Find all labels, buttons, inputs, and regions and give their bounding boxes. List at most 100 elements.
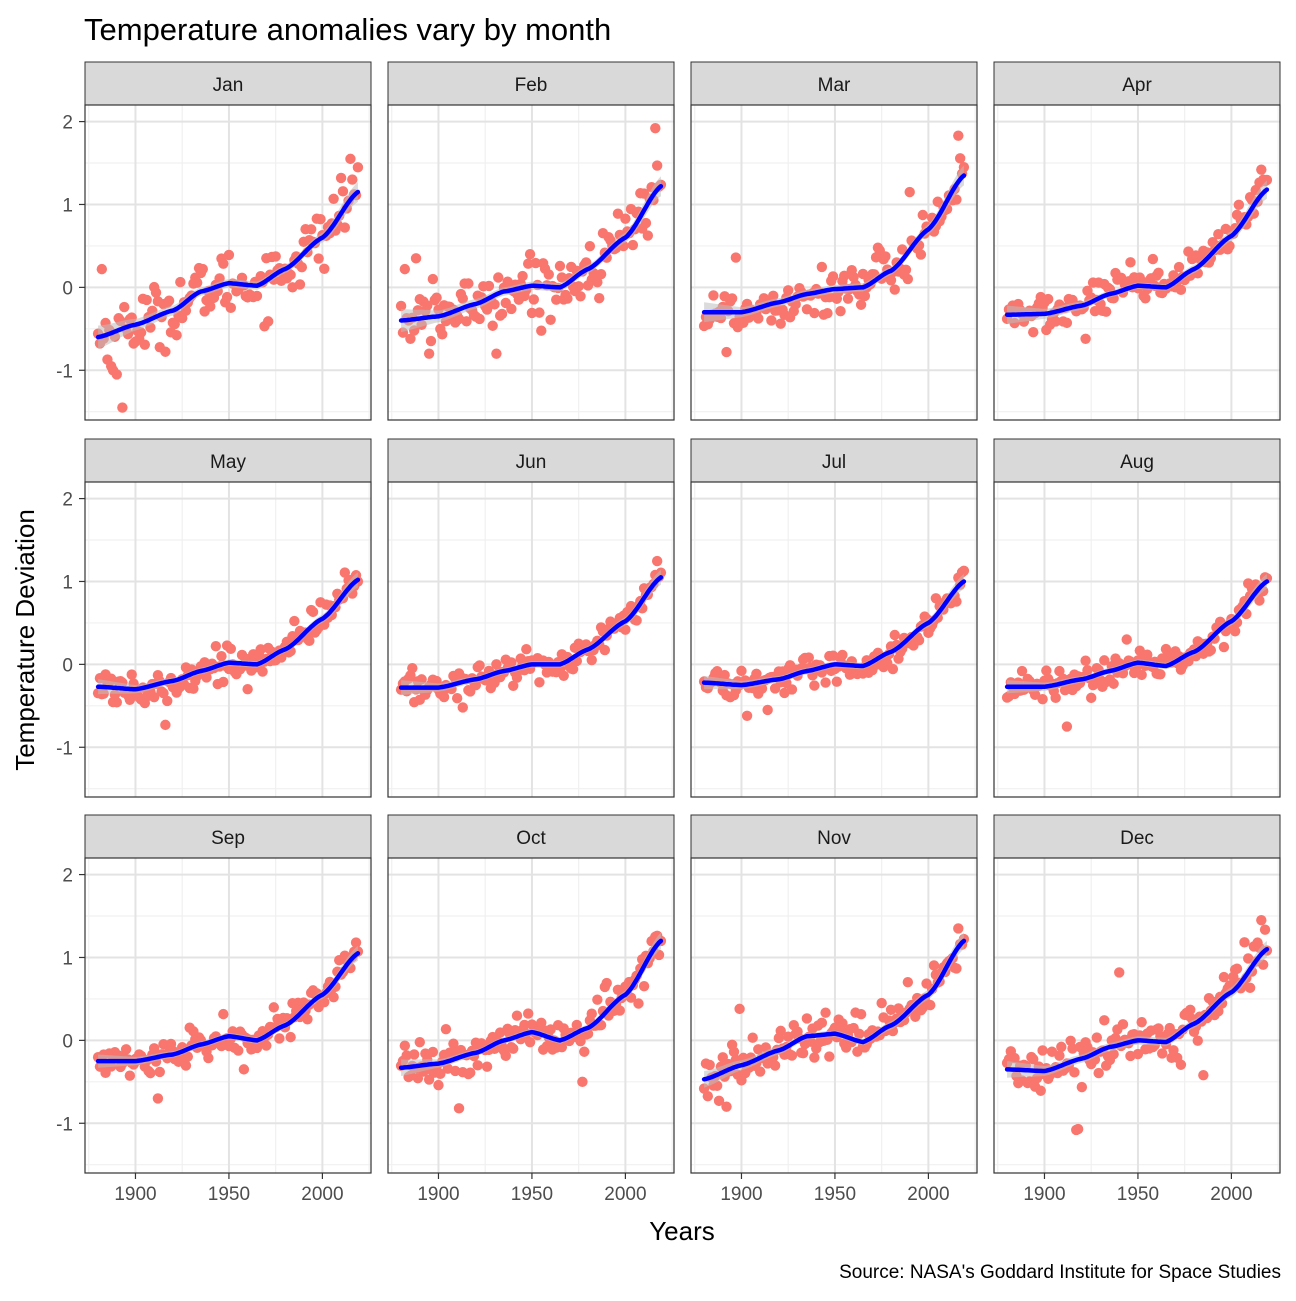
data-point (463, 278, 474, 289)
data-point (642, 230, 654, 241)
data-point (1233, 199, 1245, 211)
facet-strip (690, 61, 978, 106)
data-point (1205, 644, 1217, 656)
data-point (262, 316, 274, 327)
confidence-band (98, 182, 358, 349)
data-point (651, 160, 663, 171)
data-point (930, 593, 942, 604)
data-point (481, 304, 493, 315)
y-tick-label: -1 (56, 361, 73, 382)
facet-panel-sep: Sep -1 0 1 2 1900 1950 2000 (56, 814, 372, 1205)
data-point (96, 263, 108, 275)
panel-border (993, 857, 1281, 1174)
data-point (218, 1008, 229, 1020)
data-point (897, 244, 908, 255)
facet-panel-feb: Feb (387, 61, 675, 421)
data-point (554, 260, 566, 272)
data-point (1091, 1032, 1103, 1043)
data-point (1192, 1035, 1203, 1046)
data-point (437, 329, 448, 340)
data-point (839, 270, 850, 282)
data-point (491, 659, 502, 670)
data-point (158, 687, 169, 699)
data-point (1065, 1035, 1076, 1046)
data-point (148, 692, 160, 703)
data-point (1037, 693, 1048, 705)
data-point (594, 293, 605, 304)
facet-panel-aug: Aug (993, 438, 1281, 798)
x-tick-label: 1950 (511, 1184, 553, 1205)
data-point (188, 683, 199, 694)
smooth-line (398, 938, 664, 1070)
facet-strip-label: Jun (516, 452, 547, 473)
smooth-line (95, 189, 361, 340)
data-point (1086, 692, 1097, 704)
y-tick-label: 2 (62, 490, 73, 511)
facet-strip-label: Jul (822, 452, 846, 473)
data-point (766, 315, 777, 326)
data-point (296, 261, 308, 273)
data-point (713, 1095, 725, 1107)
x-tick-label: 2000 (301, 1184, 343, 1205)
data-point (1256, 164, 1267, 175)
data-point (1037, 1045, 1048, 1056)
data-point (433, 1079, 444, 1091)
data-point (925, 999, 936, 1011)
facet-strip-label: Jan (213, 75, 244, 96)
smooth-line (701, 173, 967, 315)
data-point (601, 977, 612, 989)
data-point (522, 1008, 534, 1019)
facet-strip (993, 438, 1281, 483)
facet-strip (690, 438, 978, 483)
facet-strip (387, 814, 675, 859)
data-point (191, 277, 203, 288)
data-point (1121, 634, 1132, 645)
data-point (210, 640, 222, 652)
data-point (577, 1076, 588, 1088)
data-point (1117, 1019, 1129, 1030)
data-point (586, 654, 597, 666)
data-point (399, 263, 411, 275)
facet-strip (690, 814, 978, 859)
data-point (457, 293, 468, 304)
data-point (575, 291, 586, 302)
data-point (1028, 1053, 1039, 1065)
data-point (1213, 229, 1224, 240)
data-point (573, 281, 584, 292)
data-point (395, 300, 407, 312)
data-point (152, 1093, 164, 1104)
data-point (953, 130, 964, 141)
data-point (352, 162, 364, 173)
data-point (521, 643, 532, 655)
data-point (1043, 293, 1054, 305)
data-point (508, 680, 519, 691)
data-point (399, 1040, 411, 1051)
data-point (427, 1046, 439, 1058)
y-tick-label: 1 (62, 195, 73, 216)
data-point (556, 1041, 568, 1053)
data-point (175, 276, 186, 288)
data-point (1256, 914, 1267, 926)
panel-border (84, 104, 372, 421)
data-point (889, 284, 900, 295)
data-point (197, 263, 208, 275)
data-point (285, 1031, 296, 1043)
data-point (1054, 665, 1065, 677)
data-point (783, 285, 794, 296)
panel-border (84, 481, 372, 798)
panel-border (387, 857, 675, 1174)
data-point (751, 668, 762, 680)
data-point (586, 1008, 597, 1019)
x-tick-label: 1950 (814, 1184, 856, 1205)
data-point (171, 330, 182, 341)
data-point (902, 976, 914, 988)
facet-strip-label: Aug (1120, 452, 1154, 473)
data-point (1028, 327, 1039, 338)
data-point (904, 186, 915, 198)
data-point (491, 348, 502, 359)
data-point (562, 293, 573, 304)
data-point (954, 153, 966, 164)
facet-strip-label: Oct (516, 828, 546, 849)
data-point (474, 660, 485, 671)
